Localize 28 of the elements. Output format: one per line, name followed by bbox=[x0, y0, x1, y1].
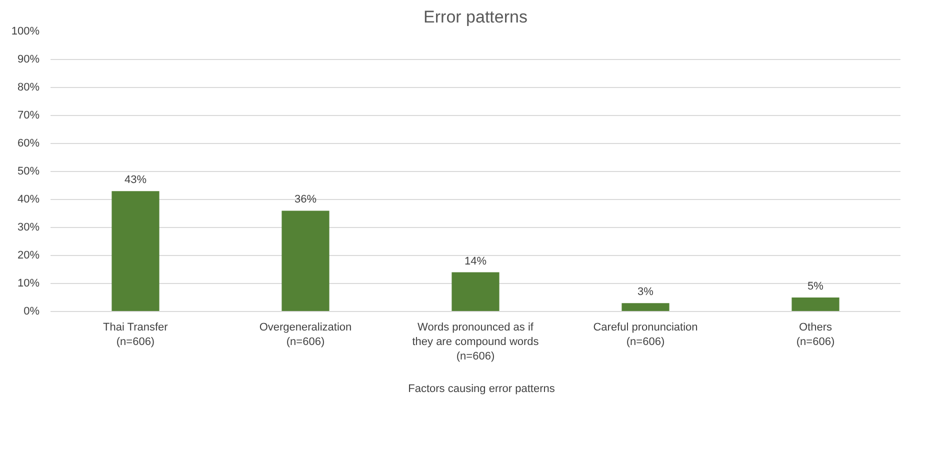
y-tick-label: 100% bbox=[11, 26, 40, 38]
y-tick-label: 0% bbox=[24, 306, 40, 318]
bar bbox=[792, 298, 840, 312]
y-tick-label: 50% bbox=[17, 166, 40, 178]
y-tick-label: 10% bbox=[17, 278, 40, 290]
x-tick-label: Careful pronunciation (n=606) bbox=[593, 322, 698, 348]
text: 14% bbox=[464, 255, 487, 268]
y-tick-label: 80% bbox=[17, 82, 40, 94]
x-tick-label: Words pronounced as if they are compound words (n=606) bbox=[412, 322, 540, 362]
bar bbox=[282, 210, 330, 312]
text: 36% bbox=[294, 194, 317, 206]
text: 5% bbox=[808, 280, 824, 292]
bar bbox=[452, 272, 500, 312]
x-tick-label: Overgeneralization (n=606) bbox=[259, 322, 352, 348]
y-tick-label: 60% bbox=[17, 138, 40, 150]
text: 43% bbox=[124, 174, 147, 186]
bar bbox=[112, 191, 160, 312]
bar bbox=[622, 303, 670, 312]
x-tick-label: Others (n=606) bbox=[796, 322, 835, 348]
chart-title: Error patterns bbox=[424, 8, 528, 26]
text: 3% bbox=[638, 286, 654, 298]
y-tick-label: 30% bbox=[17, 222, 40, 234]
y-tick-label: 70% bbox=[17, 110, 40, 122]
x-tick-label: Thai Transfer (n=606) bbox=[103, 322, 168, 348]
y-tick-label: 90% bbox=[17, 54, 40, 66]
y-tick-label: 40% bbox=[17, 194, 40, 206]
text: Factors causing error patterns bbox=[408, 383, 555, 395]
y-tick-label: 20% bbox=[17, 250, 40, 262]
